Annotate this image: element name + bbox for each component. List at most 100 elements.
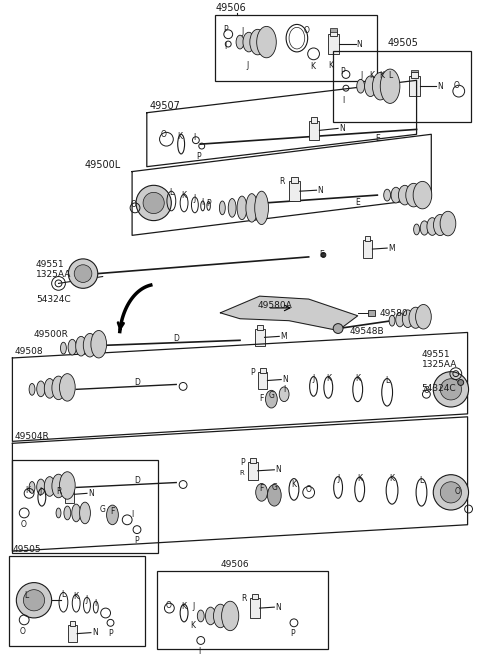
Ellipse shape [80,502,90,524]
Text: E: E [319,250,324,259]
Ellipse shape [433,214,447,235]
Text: J: J [86,595,88,604]
Text: O: O [130,200,136,209]
Text: I: I [193,133,195,142]
Ellipse shape [72,504,81,522]
Ellipse shape [396,312,404,327]
Text: J: J [194,194,196,203]
Text: 1325AA: 1325AA [36,270,72,279]
Polygon shape [220,296,358,331]
Ellipse shape [391,187,401,203]
Text: E: E [355,198,360,207]
Text: 49507: 49507 [150,101,180,111]
Text: J: J [40,488,42,496]
Text: I: I [224,42,227,51]
Ellipse shape [279,387,289,401]
Text: P: P [341,67,345,76]
Ellipse shape [420,221,429,235]
Bar [330,28,337,32]
Text: N: N [282,375,288,384]
Text: O: O [20,520,26,529]
Circle shape [136,185,171,221]
Ellipse shape [406,183,421,207]
Text: P: P [250,368,255,377]
Text: J: J [337,474,339,482]
Text: L: L [24,591,28,600]
Ellipse shape [365,76,376,96]
Text: 49506: 49506 [216,3,246,13]
Bar [65,486,74,503]
Ellipse shape [222,601,239,631]
Text: O: O [166,601,171,610]
Text: 49500R: 49500R [34,331,69,339]
Ellipse shape [36,381,45,397]
Circle shape [440,482,461,503]
Ellipse shape [265,390,277,408]
Text: 49508: 49508 [14,347,43,356]
Text: J: J [360,71,363,80]
Text: N: N [276,602,281,612]
Text: K: K [73,592,79,602]
Text: K: K [369,71,374,80]
Text: P: P [223,25,228,34]
Circle shape [433,474,468,510]
Text: N: N [356,40,361,49]
Ellipse shape [414,224,420,235]
Text: K: K [181,191,187,200]
Text: N: N [88,489,94,498]
Ellipse shape [402,310,413,328]
Ellipse shape [44,476,55,496]
Circle shape [440,379,461,400]
Ellipse shape [427,217,438,235]
Text: L: L [385,376,389,385]
Bar [250,598,260,618]
Text: F: F [110,507,115,516]
Circle shape [333,324,343,333]
Ellipse shape [219,201,225,215]
Text: G: G [271,482,277,492]
Bar [311,117,317,123]
Text: I: I [131,510,133,519]
Bar [12,460,157,553]
Text: K: K [181,602,187,611]
Text: P: P [240,458,245,467]
Text: M: M [388,244,395,252]
Text: 49500L: 49500L [84,159,120,169]
Text: 49548B: 49548B [350,327,384,335]
Text: K: K [25,486,31,496]
Text: L: L [420,476,424,484]
Ellipse shape [237,196,247,219]
Text: K: K [326,374,331,383]
Bar [255,329,264,346]
Text: O: O [19,627,25,636]
Bar [258,372,267,389]
Text: P: P [206,198,211,208]
Text: K: K [329,61,334,70]
Text: F: F [259,484,264,492]
Text: 54324C: 54324C [36,295,71,304]
Text: O: O [455,488,461,496]
Text: I: I [95,599,97,608]
Text: L: L [61,590,66,600]
Text: 49505: 49505 [387,38,418,48]
Bar [409,76,420,96]
Ellipse shape [197,610,204,622]
Text: 54324C: 54324C [421,384,456,393]
Circle shape [433,372,468,407]
Bar [70,621,75,626]
Ellipse shape [372,72,388,100]
Bar [309,121,320,140]
Ellipse shape [228,198,236,217]
Text: 49504R: 49504R [14,432,49,442]
Bar [156,571,328,649]
Ellipse shape [384,189,391,201]
Circle shape [74,265,92,283]
Ellipse shape [107,505,119,525]
Ellipse shape [398,185,411,205]
Text: J: J [247,61,249,70]
Text: I: I [199,647,201,656]
Text: K: K [357,474,362,483]
Ellipse shape [36,479,45,495]
Text: I: I [202,198,204,207]
Text: F: F [259,394,264,403]
